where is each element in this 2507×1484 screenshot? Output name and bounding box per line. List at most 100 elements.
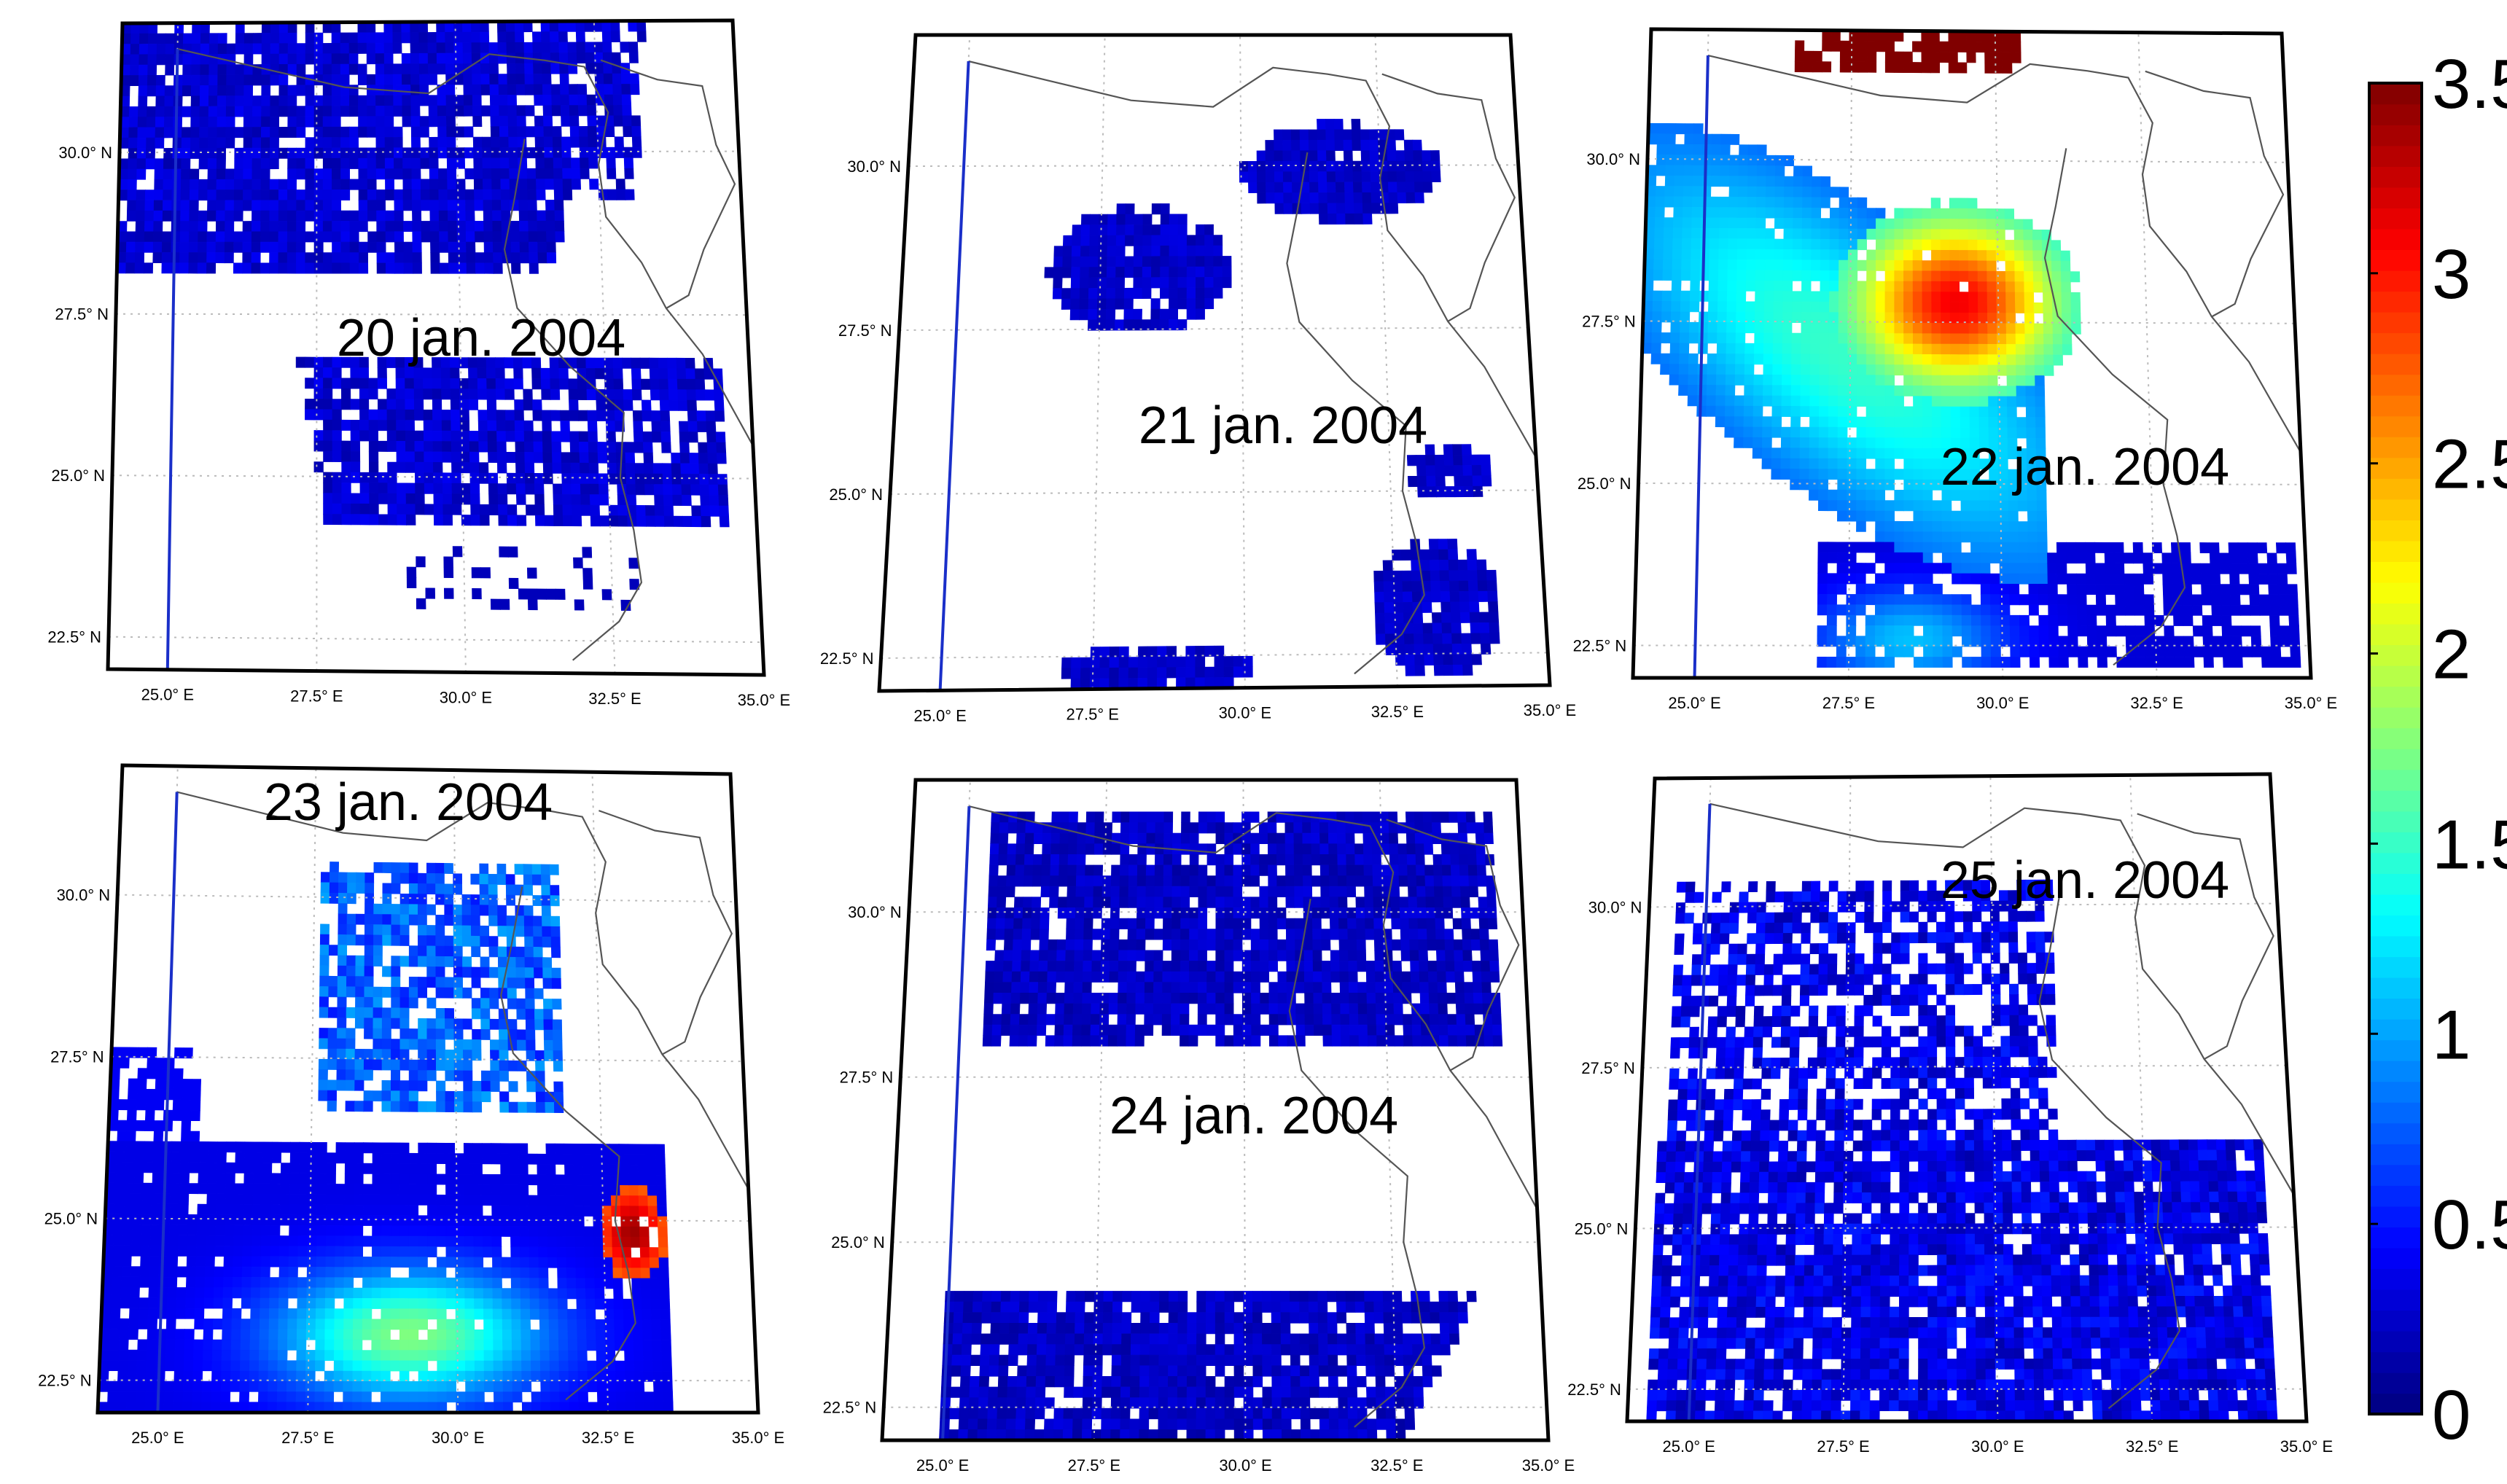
aod-cell	[278, 221, 288, 233]
aod-cell	[518, 200, 529, 211]
aod-cell	[497, 42, 507, 54]
aod-cell	[558, 378, 569, 390]
aod-cell	[1829, 259, 1839, 271]
aod-cell	[1708, 290, 1719, 302]
aod-cell	[278, 126, 289, 138]
aod-cell	[1185, 656, 1196, 668]
aod-cell	[1422, 622, 1433, 634]
aod-cell	[332, 378, 342, 389]
aod-cell	[413, 367, 424, 379]
aod-cell	[412, 221, 422, 233]
aod-cell	[436, 52, 446, 64]
aod-cell	[1922, 542, 1933, 553]
aod-cell	[401, 63, 411, 75]
aod-cell	[144, 241, 154, 253]
aod-cell	[1481, 464, 1492, 477]
aod-cell	[528, 241, 539, 253]
aod-cell	[1283, 192, 1293, 204]
aod-cell	[120, 1286, 131, 1298]
aod-cell	[1931, 292, 1941, 303]
aod-cell	[437, 116, 447, 128]
aod-cell	[126, 231, 136, 243]
aod-cell	[121, 1266, 132, 1278]
aod-cell	[1142, 245, 1153, 257]
aod-cell	[191, 74, 201, 86]
aod-cell	[2240, 625, 2252, 637]
aod-cell	[414, 430, 424, 442]
aod-cell	[2164, 625, 2175, 637]
aod-cell	[1467, 559, 1478, 571]
aod-cell	[1717, 332, 1727, 344]
aod-cell	[1922, 510, 1933, 522]
aod-cell	[1204, 277, 1214, 289]
aod-cell	[1754, 343, 1764, 354]
aod-cell	[2023, 219, 2033, 230]
aod-cell	[332, 200, 342, 211]
aod-cell	[319, 986, 330, 998]
aod-cell	[1960, 521, 1971, 533]
aod-cell	[1847, 270, 1858, 282]
aod-cell	[217, 85, 227, 96]
aod-cell	[332, 409, 342, 421]
aod-cell	[194, 1297, 205, 1309]
aod-cell	[451, 410, 461, 421]
aod-cell	[261, 1225, 271, 1236]
aod-cell	[187, 1235, 198, 1246]
aod-cell	[1486, 580, 1497, 592]
aod-cell	[1353, 192, 1363, 204]
aod-cell	[423, 430, 434, 442]
aod-cell	[414, 472, 425, 484]
aod-cell	[287, 1329, 297, 1340]
aod-cell	[1718, 270, 1728, 281]
aod-cell	[617, 515, 628, 527]
aod-cell	[615, 147, 625, 158]
aod-cell	[305, 95, 315, 106]
aod-cell	[489, 74, 499, 85]
aod-cell	[517, 126, 527, 138]
aod-cell	[536, 179, 546, 190]
aod-cell	[1875, 625, 1885, 637]
aod-cell	[2288, 615, 2299, 627]
aod-cell	[1681, 238, 1692, 250]
aod-cell	[230, 1339, 241, 1351]
aod-cell	[499, 147, 510, 159]
aod-cell	[507, 63, 517, 74]
aod-cell	[1932, 427, 1942, 439]
aod-cell	[340, 252, 351, 264]
aod-cell	[484, 262, 494, 274]
aod-cell	[2026, 427, 2037, 439]
aod-cell	[1651, 321, 1662, 333]
aod-cell	[550, 63, 561, 74]
aod-cell	[1213, 245, 1223, 257]
aod-cell	[135, 231, 145, 243]
aod-cell	[269, 190, 279, 201]
aod-cell	[181, 158, 191, 170]
aod-cell	[1922, 312, 1933, 324]
aod-cell	[1837, 437, 1848, 449]
aod-cell	[226, 74, 236, 86]
aod-cell	[200, 33, 210, 44]
aod-cell	[147, 44, 157, 55]
aod-cell	[2290, 657, 2301, 668]
aod-cell	[505, 431, 516, 442]
aod-cell	[1949, 270, 1960, 282]
aod-cell	[496, 420, 507, 431]
aod-cell	[1098, 246, 1108, 257]
aod-cell	[198, 190, 208, 201]
aod-cell	[1351, 119, 1361, 130]
aod-cell	[191, 64, 201, 76]
aod-cell	[427, 63, 437, 75]
aod-cell	[569, 399, 579, 411]
aod-cell	[223, 1246, 234, 1257]
aod-cell	[215, 1203, 226, 1215]
aod-cell	[1752, 448, 1763, 459]
aod-cell	[1903, 302, 1914, 313]
aod-cell	[1817, 500, 1828, 512]
lat-tick-label: 22.5° N	[47, 628, 101, 647]
aod-cell	[341, 483, 351, 494]
aod-cell	[128, 137, 139, 149]
aod-cell	[589, 473, 599, 485]
aod-cell	[589, 483, 600, 495]
aod-cell	[1884, 322, 1895, 334]
aod-cell	[128, 1329, 139, 1340]
